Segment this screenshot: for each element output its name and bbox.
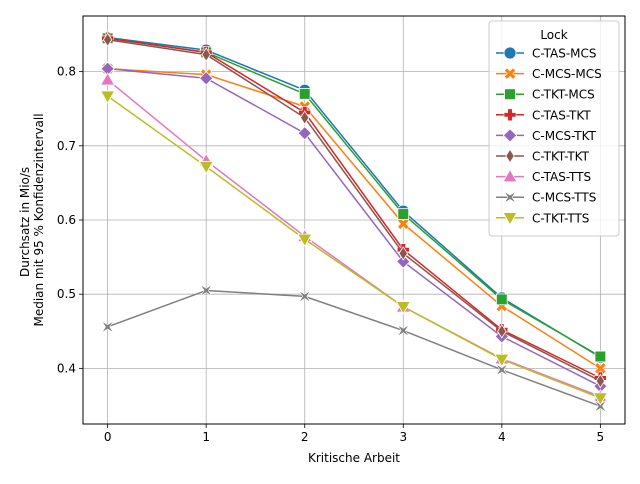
data-point [100,72,116,86]
y-axis-label: Durchsatz in Mio/s Median mit 95 % Konfi… [18,113,46,326]
legend-marker [502,128,518,143]
y-tick-label: 0.7 [57,139,76,153]
data-point [201,47,211,62]
series-layer [100,31,608,413]
data-point [494,353,510,368]
data-point [100,90,116,104]
legend-label: C-MCS-TKT [532,129,597,143]
legend-item: C-TKT-TTS [496,211,589,226]
y-tick-label: 0.4 [57,361,76,375]
legend-label: C-TKT-TTS [532,211,589,225]
legend-items: C-TAS-MCS C-MCS-MCS C-TKT-MCS C-TAS-TKT C-MC… [496,47,602,226]
legend-marker [504,191,516,204]
data-point [594,350,607,363]
data-point [397,217,410,230]
data-point [199,71,214,86]
series-line [107,38,601,382]
series-line [107,95,601,399]
legend-marker [503,67,517,80]
x-tick-label: 4 [498,430,506,444]
legend-item: C-TAS-TTS [496,168,591,184]
y-axis-label-line-2: Median mit 95 % Konfidenzintervall [32,113,46,326]
data-point [594,400,607,413]
series-line [107,289,601,407]
x-tick-label: 1 [202,430,210,444]
series-line [107,67,601,369]
data-point [396,254,411,269]
y-axis-label-line-1: Durchsatz in Mio/s [18,167,32,277]
data-point [495,363,508,376]
y-tick-label: 0.8 [57,65,76,79]
legend-item: C-TAS-MCS [496,47,597,61]
data-point [297,233,313,247]
legend-marker [504,88,516,101]
series-c-tkt-tts [100,90,608,406]
legend-label: C-TAS-TKT [532,108,591,122]
data-point [497,323,507,339]
legend-label: C-TKT-TKT [532,150,590,164]
legend-label: C-MCS-TTS [532,191,596,205]
legend-marker [503,108,517,122]
legend-title: Lock [540,28,567,42]
legend-label: C-MCS-MCS [532,67,602,81]
data-point [298,290,311,303]
y-tick-label: 0.6 [57,213,76,227]
legend-label: C-TAS-MCS [532,47,597,61]
y-tick-label: 0.5 [57,287,76,301]
data-point [200,284,213,297]
legend-item: C-TKT-MCS [496,88,595,102]
data-point [298,88,311,100]
data-point [397,324,410,337]
series-line [107,79,601,398]
data-point [496,293,508,306]
data-point [395,301,411,315]
data-point [592,392,608,406]
legend-item: C-TAS-TKT [496,108,591,122]
x-tick-label: 5 [597,430,605,444]
legend-marker [503,46,517,60]
series-c-tkt-tkt [102,32,606,389]
x-tick-label: 3 [399,430,407,444]
data-point [397,208,410,220]
legend-label: C-TAS-TTS [532,170,591,184]
series-c-mcs-tts [101,284,607,413]
data-point [198,161,214,175]
legend-item: C-TKT-TKT [496,148,590,164]
data-point [101,320,114,333]
x-tick-label: 2 [301,430,309,444]
legend-marker [502,168,518,183]
data-point [297,126,312,141]
legend-label: C-TKT-MCS [532,88,595,102]
data-point [300,110,310,125]
legend-item: C-MCS-TKT [496,128,597,143]
legend-box [488,20,620,237]
legend-marker [505,148,515,164]
legend: Lock C-TAS-MCS C-MCS-MCS C-TKT-MCS C-TAS-TK… [488,20,620,237]
x-axis-label: Kritische Arbeit [308,451,400,465]
series-line [107,37,601,379]
data-point [595,373,606,389]
series-line [107,67,601,387]
data-point [594,362,607,375]
data-point [102,32,113,48]
x-tick-label: 0 [104,430,112,444]
legend-marker [502,212,518,226]
legend-item: C-MCS-TTS [496,191,596,205]
tick-layer: 0 1 2 3 4 5 0.4 0.5 0.6 0.7 0.8 [57,65,604,444]
series-line [107,36,601,358]
data-point [398,246,408,261]
legend-item: C-MCS-MCS [496,67,602,81]
